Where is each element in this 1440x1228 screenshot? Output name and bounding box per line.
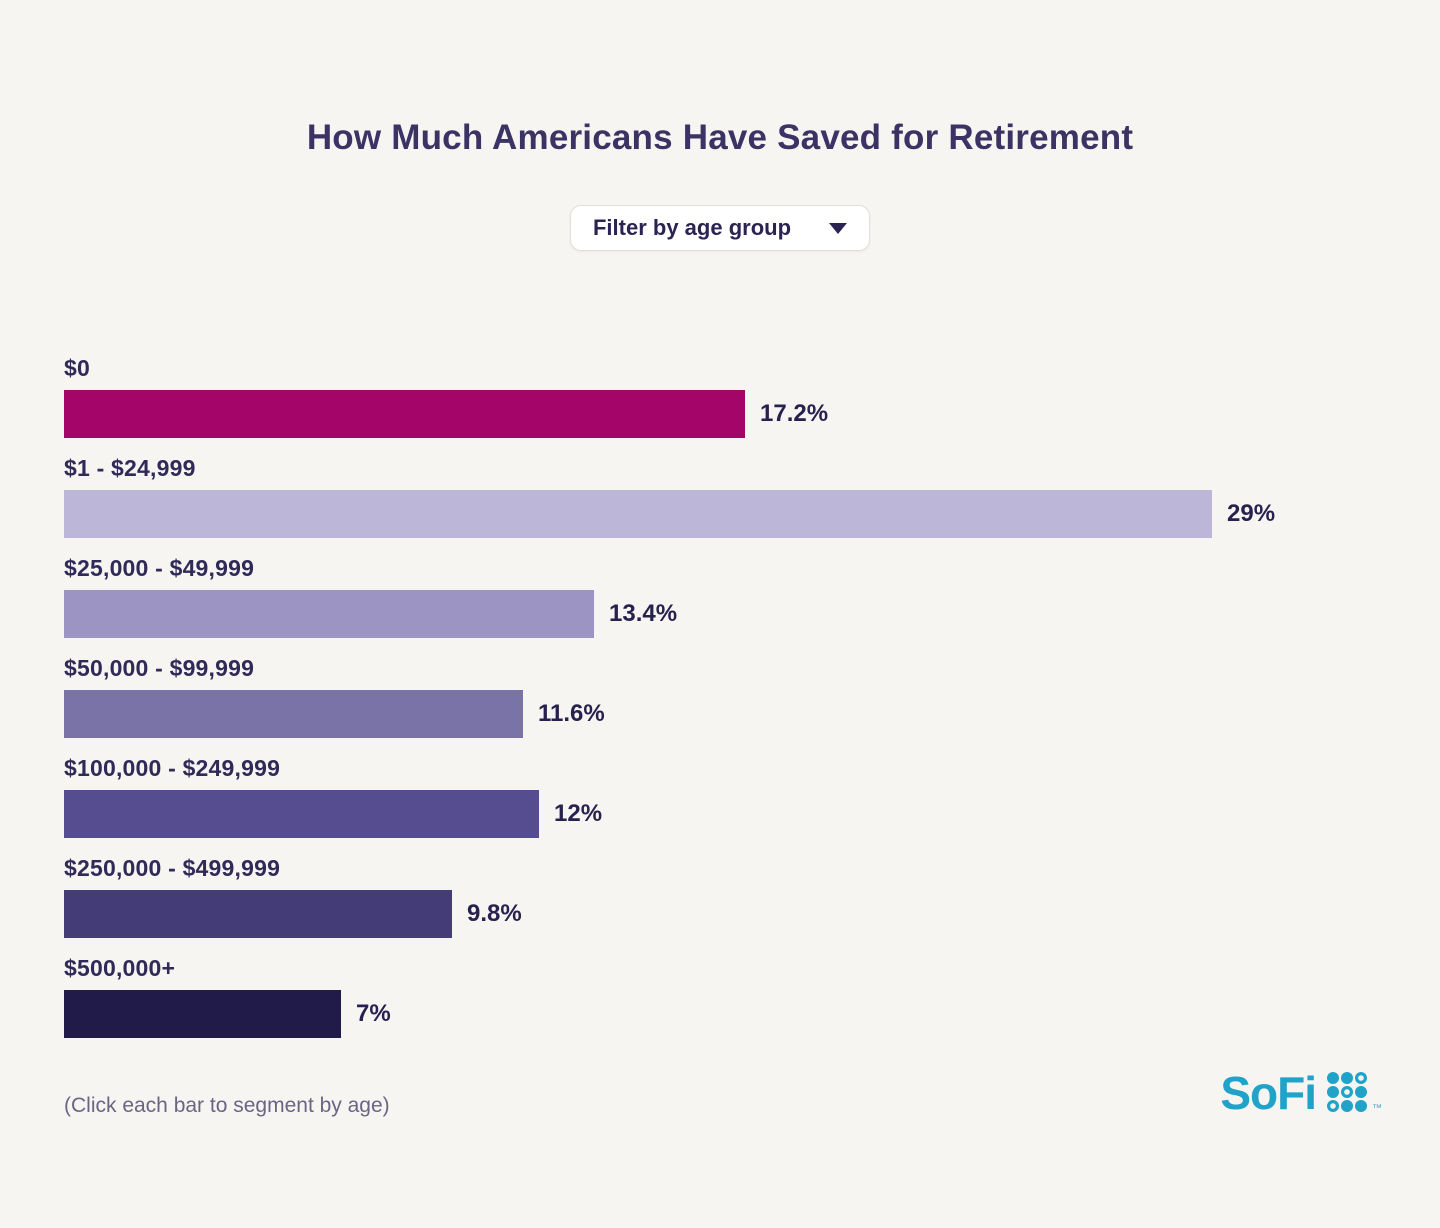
bar-track: 17.2% (64, 390, 1404, 438)
filter-dropdown-label: Filter by age group (592, 215, 792, 240)
bar-track: 13.4% (64, 590, 1404, 638)
bar-value-label: 29% (1227, 500, 1276, 527)
filter-container: Filter by age group (0, 205, 1440, 251)
bar-value-label: 11.6% (538, 700, 605, 727)
bar-row: $100,000 - $249,999 12% (64, 755, 1404, 838)
sofi-dot-grid-icon (1326, 1071, 1368, 1113)
bar-category-label: $0 (64, 355, 90, 381)
bar-chart: $0 17.2% $1 - $24,999 29% $25,000 - $49,999 1… (64, 355, 1404, 1038)
bar[interactable] (64, 790, 539, 838)
bar[interactable] (64, 390, 745, 438)
bar-track: 11.6% (64, 690, 1404, 738)
bar[interactable] (64, 590, 594, 638)
bar-value-label: 17.2% (760, 400, 829, 427)
bar-row: $0 17.2% (64, 355, 1404, 438)
bar-category-label: $100,000 - $249,999 (64, 755, 281, 781)
chevron-down-icon (829, 222, 848, 234)
bar-track: 12% (64, 790, 1404, 838)
sofi-wordmark: SoFi (1220, 1067, 1317, 1119)
filter-by-age-dropdown[interactable]: Filter by age group (569, 205, 871, 251)
bar-category-label: $500,000+ (64, 955, 176, 981)
bar-row: $1 - $24,999 29% (64, 455, 1404, 538)
instruction-note: (Click each bar to segment by age) (64, 1094, 390, 1117)
bar-value-label: 13.4% (609, 600, 678, 627)
bar-row: $50,000 - $99,999 11.6% (64, 655, 1404, 738)
bar[interactable] (64, 690, 523, 738)
bar-category-label: $250,000 - $499,999 (64, 855, 281, 881)
bar-category-label: $1 - $24,999 (64, 455, 196, 481)
bar[interactable] (64, 890, 452, 938)
bar-track: 9.8% (64, 890, 1404, 938)
bar-row: $25,000 - $49,999 13.4% (64, 555, 1404, 638)
bar-row: $250,000 - $499,999 9.8% (64, 855, 1404, 938)
bar-track: 7% (64, 990, 1404, 1038)
bar-value-label: 7% (356, 1000, 391, 1027)
bar-value-label: 12% (554, 800, 603, 827)
trademark-symbol: ™ (1372, 1103, 1382, 1114)
bar-row: $500,000+ 7% (64, 955, 1404, 1038)
page-title: How Much Americans Have Saved for Retire… (306, 118, 1134, 157)
bar-category-label: $50,000 - $99,999 (64, 655, 255, 681)
bar-category-label: $25,000 - $49,999 (64, 555, 255, 581)
bar-value-label: 9.8% (467, 900, 522, 927)
bar[interactable] (64, 990, 341, 1038)
sofi-logo: SoFi ™ (1220, 1070, 1382, 1116)
bar-track: 29% (64, 490, 1404, 538)
bar[interactable] (64, 490, 1212, 538)
